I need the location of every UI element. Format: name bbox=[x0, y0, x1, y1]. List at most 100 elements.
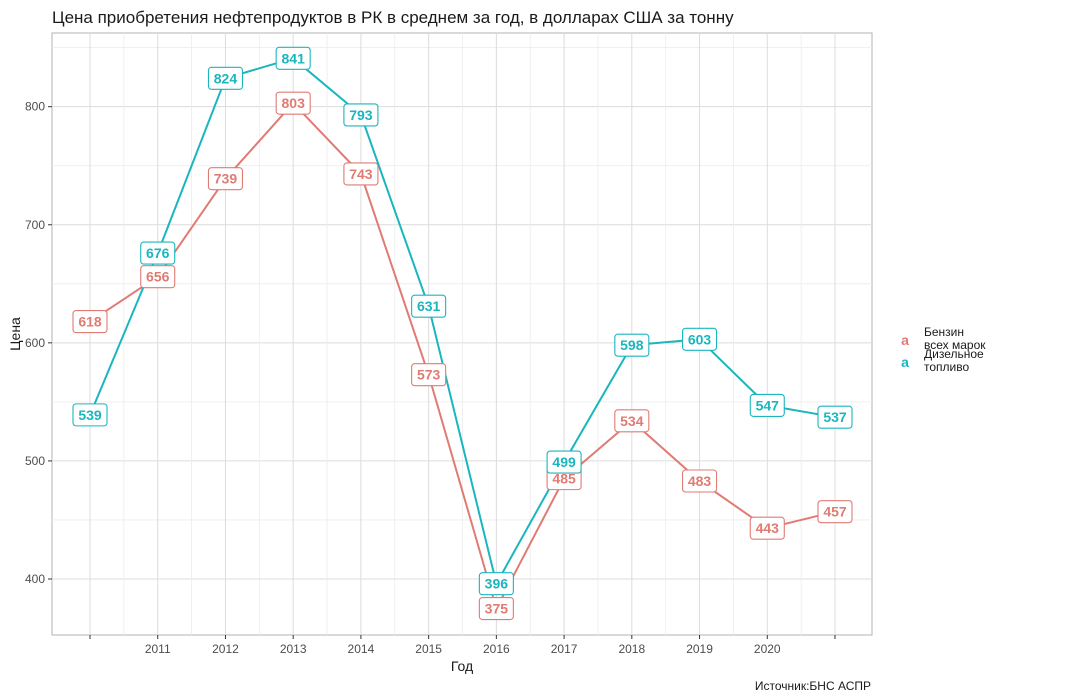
data-label-text: 499 bbox=[552, 454, 576, 470]
data-label-box bbox=[275, 91, 311, 115]
data-label-text: 483 bbox=[688, 473, 712, 489]
data-label-box bbox=[681, 469, 718, 493]
data-label-box bbox=[749, 516, 785, 540]
data-label-box bbox=[140, 241, 176, 265]
data-label: 841 bbox=[275, 46, 311, 70]
data-label: 739 bbox=[207, 167, 244, 191]
data-label-box bbox=[411, 294, 447, 318]
data-label-box bbox=[140, 265, 176, 289]
data-label-text: 598 bbox=[620, 337, 644, 353]
data-label-text: 618 bbox=[78, 314, 102, 330]
y-axis: 400 500 600 700 800 bbox=[25, 100, 52, 586]
data-label-text: 537 bbox=[823, 409, 847, 425]
data-label: 539 bbox=[72, 403, 108, 427]
data-label-text: 443 bbox=[756, 520, 780, 536]
data-label: 396 bbox=[478, 572, 514, 596]
data-label: 573 bbox=[411, 363, 447, 387]
data-label-text: 573 bbox=[417, 367, 441, 383]
data-label-box bbox=[72, 310, 108, 334]
data-label: 793 bbox=[343, 103, 379, 127]
y-tick-label: 600 bbox=[25, 336, 45, 350]
data-label-text: 485 bbox=[552, 471, 576, 487]
legend-label: Дизельное bbox=[924, 347, 984, 361]
data-label-text: 841 bbox=[282, 50, 306, 66]
data-label-box bbox=[343, 162, 379, 186]
y-tick-label: 400 bbox=[25, 572, 45, 586]
data-label-box bbox=[817, 405, 853, 429]
data-label-box bbox=[749, 393, 785, 417]
x-tick-label: 2016 bbox=[483, 642, 510, 656]
y-tick-label: 800 bbox=[25, 100, 45, 114]
data-label: 676 bbox=[140, 241, 176, 265]
plot-panel: 618 656 739 803 743 573 375 485 534 483 443 457 539 6… bbox=[51, 32, 873, 636]
data-label: 631 bbox=[411, 294, 447, 318]
data-label: 534 bbox=[614, 409, 650, 433]
data-label-text: 743 bbox=[349, 166, 373, 182]
data-label: 499 bbox=[546, 450, 582, 474]
x-tick-label: 2018 bbox=[618, 642, 645, 656]
data-label: 824 bbox=[207, 66, 244, 90]
x-tick-label: 2012 bbox=[212, 642, 239, 656]
gridlines bbox=[52, 33, 872, 635]
data-label: 743 bbox=[343, 162, 379, 186]
x-axis: 2011 2012 2013 2014 2015 2016 2017 2018 2019 2020 bbox=[89, 635, 836, 656]
data-label: 457 bbox=[817, 500, 853, 524]
data-label-box bbox=[207, 66, 244, 90]
data-label-text: 603 bbox=[688, 331, 712, 347]
data-label-text: 676 bbox=[146, 245, 170, 261]
y-tick-label: 500 bbox=[25, 454, 45, 468]
data-label-text: 793 bbox=[349, 107, 373, 123]
panel-border bbox=[51, 32, 873, 636]
data-label-box bbox=[478, 596, 514, 621]
data-label-text: 803 bbox=[282, 95, 306, 111]
data-label-box bbox=[681, 327, 718, 351]
y-axis-title: Цена bbox=[7, 317, 23, 351]
legend-label: Бензин bbox=[924, 325, 964, 339]
x-tick-label: 2014 bbox=[348, 642, 375, 656]
x-axis-title: Год bbox=[451, 658, 473, 674]
data-label: 547 bbox=[749, 393, 785, 417]
data-label-box bbox=[546, 450, 582, 474]
data-label: 443 bbox=[749, 516, 785, 540]
data-label-text: 547 bbox=[756, 397, 780, 413]
data-label: 618 bbox=[72, 310, 108, 334]
data-label-text: 824 bbox=[214, 70, 238, 86]
legend-label: всех марок bbox=[924, 338, 986, 352]
chart-title: Цена приобретения нефтепродуктов в РК в … bbox=[52, 8, 734, 27]
data-label: 375 bbox=[478, 596, 514, 621]
x-tick-label: 2020 bbox=[754, 642, 781, 656]
data-label: 537 bbox=[817, 405, 853, 429]
data-label-box bbox=[411, 363, 447, 387]
data-label-box bbox=[275, 46, 311, 70]
data-label-text: 457 bbox=[823, 504, 847, 520]
data-label: 656 bbox=[140, 265, 176, 289]
x-tick-label: 2017 bbox=[551, 642, 578, 656]
data-labels: 618 656 739 803 743 573 375 485 534 483 443 457 539 6… bbox=[72, 46, 853, 621]
data-label-text: 656 bbox=[146, 269, 170, 285]
data-label-box bbox=[614, 409, 650, 433]
x-tick-label: 2013 bbox=[280, 642, 307, 656]
legend-key: a bbox=[901, 332, 909, 348]
data-label-box bbox=[478, 572, 514, 596]
data-label-text: 396 bbox=[485, 576, 509, 592]
data-label-text: 539 bbox=[78, 407, 102, 423]
x-tick-label: 2015 bbox=[415, 642, 442, 656]
data-label-box bbox=[72, 403, 108, 427]
legend-label: топливо bbox=[924, 360, 969, 374]
data-label: 483 bbox=[681, 469, 718, 493]
source-caption: Источник:БНС АСПР bbox=[755, 679, 871, 693]
x-tick-label: 2011 bbox=[145, 642, 171, 656]
data-label-text: 534 bbox=[620, 413, 644, 429]
data-label-box bbox=[343, 103, 379, 127]
data-label-box bbox=[817, 500, 853, 524]
data-label-box bbox=[614, 333, 650, 357]
data-label-text: 631 bbox=[417, 298, 441, 314]
legend-key: a bbox=[901, 354, 909, 370]
y-tick-label: 700 bbox=[25, 218, 45, 232]
data-label-box bbox=[207, 167, 244, 191]
data-label-text: 739 bbox=[214, 171, 238, 187]
